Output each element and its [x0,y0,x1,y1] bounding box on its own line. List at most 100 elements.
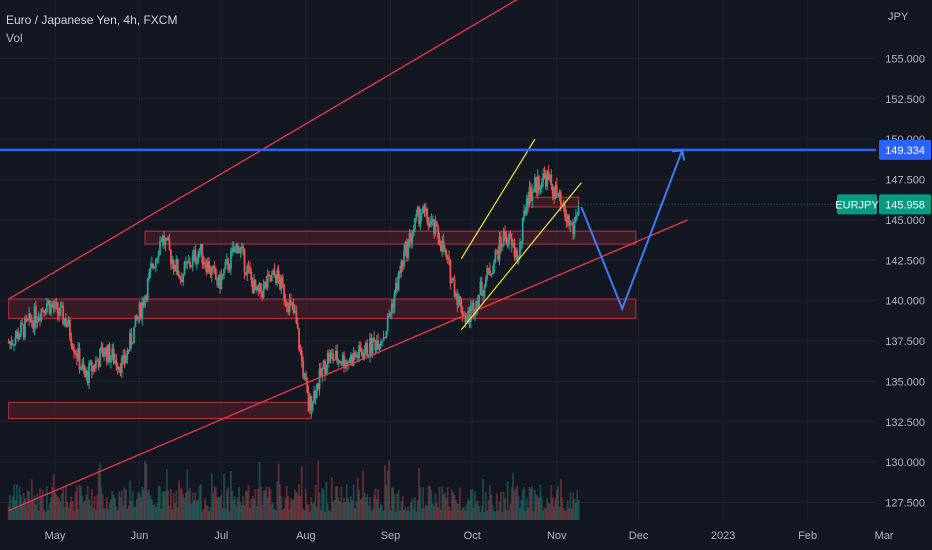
candle-body [182,274,185,282]
volume-bar [329,511,332,520]
volume-bar [568,508,570,520]
candle-body [325,368,328,375]
candle-body [422,206,425,214]
volume-bar [513,490,516,520]
candle-body [437,226,440,239]
volume-bar [388,460,390,520]
candle-body [40,308,43,321]
candle-body [564,204,566,217]
volume-bar [116,510,119,520]
volume-bar [486,510,489,520]
volume-bar [268,486,270,520]
candle-body [569,223,572,226]
channel-upper-trendline [8,0,518,300]
candle-body [232,248,235,253]
volume-bar [35,504,37,520]
candle-body [240,246,243,248]
volume-bar [469,489,472,520]
candle-body [555,185,558,196]
volume-bar [311,503,314,520]
volume-bar [212,493,215,520]
price-axis[interactable]: JPY155.000152.500150.000147.500145.00014… [876,0,932,550]
volume-bar [341,502,344,520]
candle-body [111,348,114,358]
candle-body [269,275,272,282]
candle-body [85,371,88,377]
volume-bar [404,507,407,520]
candle-body [460,299,463,313]
candle-body [129,333,131,351]
volume-bar [47,509,50,520]
volume-bar [97,468,100,520]
legend-volume[interactable]: Vol [6,31,23,45]
candle-body [326,352,329,369]
candle-body [386,315,389,331]
candle-body [313,390,315,403]
volume-bar [156,502,159,520]
volume-bar [266,496,269,520]
time-axis-tick: Dec [629,530,649,542]
volume-bar [363,492,366,520]
candle-body [378,345,381,350]
candle-body [554,185,557,200]
volume-bar [384,465,386,520]
candle-body [454,293,457,297]
candle-body [268,274,270,276]
volume-bar [82,502,85,520]
candle-body [66,325,69,327]
candle-body [86,371,89,383]
candle-body [15,331,18,338]
candle-body [576,214,579,217]
candle-body [385,330,388,339]
candle-body [50,303,52,314]
volume-bar [69,502,71,520]
volume-bar [352,484,355,520]
volume-bar [306,504,309,520]
candle-body [144,296,146,306]
candle-body [266,274,269,288]
volume-bar [242,495,245,520]
volume-bar [131,491,134,520]
candle-body [89,362,92,364]
candle-body [307,392,310,411]
candle-body [508,234,510,244]
volume-bar [564,511,566,520]
candle-body [227,259,230,270]
candle-body [219,274,221,289]
candle-body [274,275,277,283]
volume-bar [51,486,54,520]
volume-bar [140,497,142,520]
candle-body [67,320,70,327]
volume-bar [295,491,298,520]
time-axis[interactable]: May Jun Jul Aug Sep Oct Nov Dec 2023 Feb Mar [0,520,932,550]
candle-body [418,207,420,224]
volume-bar [22,492,25,520]
candle-body [104,347,107,355]
volume-bar [14,500,17,520]
volume-bar [463,506,465,520]
volume-bar [499,491,502,520]
candle-body [549,174,551,179]
volume-bar [520,499,523,520]
candle-body [572,225,575,235]
volume-bar [247,485,250,520]
candle-body [341,354,344,365]
candle-body [371,337,374,353]
volume-bar [133,506,135,520]
candle-body [328,352,330,362]
candle-body [401,261,404,267]
candle-body [464,314,467,323]
volume-bar [394,511,397,520]
candle-body [299,349,302,351]
volume-bar [483,511,486,520]
candle-body [465,319,468,323]
candle-body [148,273,150,280]
volume-bar [202,509,205,520]
candle-body [310,395,313,410]
candle-body [506,243,509,245]
candle-body [11,344,14,346]
legend-title[interactable]: Euro / Japanese Yen, 4h, FXCM [6,13,178,27]
volume-bar [324,511,326,520]
time-axis-tick: Feb [798,530,817,542]
